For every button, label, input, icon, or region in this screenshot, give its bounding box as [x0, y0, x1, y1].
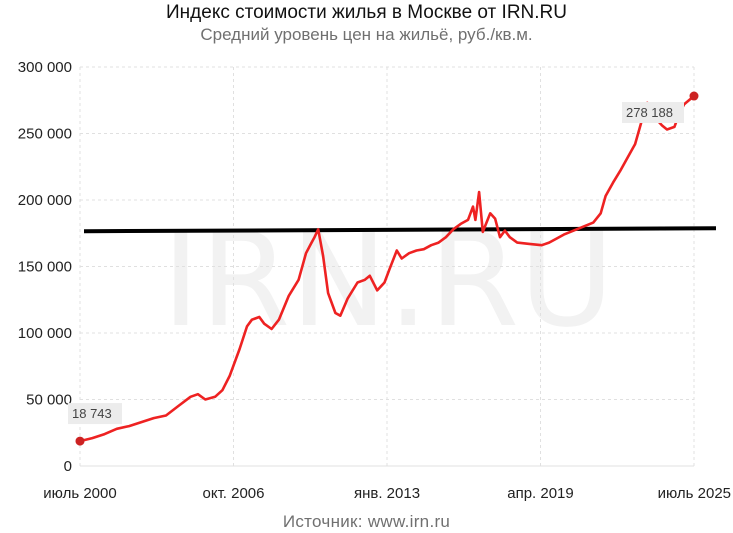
- endpoint-marker: [75, 436, 85, 446]
- annotations-group: 18 743 278 188: [68, 91, 699, 446]
- endpoint-marker: [689, 91, 699, 101]
- y-axis-ticks: 0 50 000 100 000 150 000 200 000 250 000 300 0…: [18, 59, 72, 475]
- y-tick-label: 200 000: [18, 192, 72, 209]
- y-tick-label: 100 000: [18, 325, 72, 342]
- reference-line: [83, 226, 717, 234]
- x-tick-label: окт. 2006: [203, 485, 265, 502]
- reference-line-group: [83, 226, 717, 234]
- x-tick-label: янв. 2013: [354, 485, 420, 502]
- annotation-box: [622, 102, 684, 124]
- y-tick-label: 150 000: [18, 259, 72, 276]
- annotation-label: 18 743: [72, 406, 112, 421]
- annotation-box: [68, 403, 122, 425]
- chart-title: Индекс стоимости жилья в Москве от IRN.R…: [166, 2, 567, 23]
- x-tick-label: июль 2025: [658, 485, 731, 502]
- y-tick-label: 300 000: [18, 59, 72, 76]
- annotation-label: 278 188: [626, 105, 673, 120]
- grid-lines: [79, 66, 695, 467]
- y-tick-label: 250 000: [18, 126, 72, 143]
- series-line: [79, 95, 695, 443]
- y-tick-label: 0: [64, 458, 72, 475]
- chart-subtitle: Средний уровень цен на жильё, руб./кв.м.: [200, 25, 533, 44]
- x-tick-label: апр. 2019: [507, 485, 574, 502]
- y-tick-label: 50 000: [26, 392, 72, 409]
- source-credit: Источник: www.irn.ru: [282, 512, 451, 531]
- x-axis-ticks: июль 2000 окт. 2006 янв. 2013 апр. 2019 июль…: [43, 485, 731, 502]
- x-tick-label: июль 2000: [43, 485, 116, 502]
- series-group: [79, 95, 695, 443]
